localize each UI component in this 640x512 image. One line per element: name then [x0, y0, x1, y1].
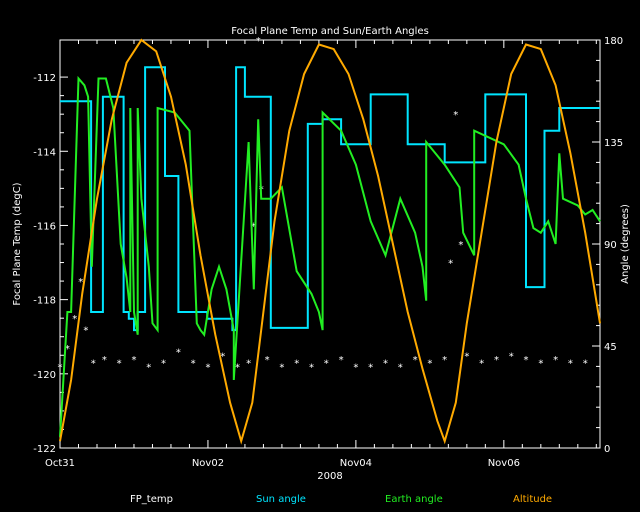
legend-altitude: Altitude — [513, 494, 553, 505]
y-left-tick-label: -114 — [33, 147, 56, 158]
fp-temp-point: * — [383, 359, 388, 370]
y-left-tick-label: -116 — [33, 221, 56, 232]
fp-temp-point: * — [494, 355, 499, 366]
fp-temp-point: * — [220, 351, 225, 362]
fp-temp-point: * — [479, 359, 484, 370]
sun-angle-line — [60, 66, 600, 332]
x-tick-label: Nov02 — [192, 458, 224, 469]
fp-temp-point: * — [309, 362, 314, 373]
fp-temp-point: * — [72, 314, 77, 325]
series-layer: * * * * * * * * * * * * * * * * * * * * * * * * * * * * * * * * * * * * * * * *… — [58, 36, 601, 445]
fp-temp-point: * — [442, 355, 447, 366]
fp-temp-point: * — [246, 359, 251, 370]
fp-temp-point: * — [413, 355, 418, 366]
y-right-tick-label: 180 — [604, 36, 623, 47]
earth-angle-line — [59, 75, 601, 437]
legend-sun-angle: Sun angle — [256, 494, 306, 505]
y-axis-left-label: Focal Plane Temp (degC) — [12, 182, 23, 305]
fp-temp-point: * — [368, 362, 373, 373]
fp-temp-point: * — [83, 325, 88, 336]
fp-temp-point: * — [583, 359, 588, 370]
fp-temp-point: * — [161, 359, 166, 370]
x-axis-label: 2008 — [317, 471, 342, 482]
fp-temp-point: * — [553, 355, 558, 366]
fp-temp-point: * — [538, 359, 543, 370]
fp-temp-point: * — [58, 362, 63, 373]
fp-temp-point: * — [448, 259, 453, 270]
y-right-tick-label: 0 — [604, 444, 610, 455]
y-left-tick-label: -120 — [33, 370, 56, 381]
fp-temp-point: * — [146, 362, 151, 373]
x-tick-label: Nov06 — [488, 458, 520, 469]
fp-temp-point: * — [256, 36, 261, 47]
fp-temp-point: * — [279, 362, 284, 373]
fp-temp-point: * — [78, 277, 83, 288]
legend-earth-angle: Earth angle — [385, 494, 443, 505]
x-tick-label: Oct31 — [45, 458, 75, 469]
fp-temp-point: * — [339, 355, 344, 366]
fp-temp-point: * — [176, 348, 181, 359]
fp-temp-point: * — [524, 355, 529, 366]
fp-temp-point: * — [294, 359, 299, 370]
fp-temp-point: * — [464, 351, 469, 362]
y-right-tick-label: 135 — [604, 138, 623, 149]
fp-temp-point: * — [235, 362, 240, 373]
fp-temp-point: * — [568, 359, 573, 370]
fp-temp-point: * — [509, 351, 514, 362]
y-right-tick-label: 90 — [604, 240, 617, 251]
fp-temp-point: * — [398, 362, 403, 373]
y-right-tick-label: 45 — [604, 342, 617, 353]
y-left-tick-label: -122 — [33, 444, 56, 455]
fp-temp-point: * — [458, 240, 463, 251]
y-left-tick-label: -118 — [33, 296, 56, 307]
legend-fp-temp: FP_temp — [130, 494, 173, 505]
fp-temp-point: * — [251, 221, 256, 232]
axis-ticks: -122 -120 -118 -116 -114 -112 0 45 90 135 180 Oct31… — [33, 36, 623, 469]
fp-temp-point: * — [65, 344, 70, 355]
fp-temp-point: * — [265, 355, 270, 366]
fp-temp-point: * — [427, 359, 432, 370]
fp-temp-point: * — [353, 362, 358, 373]
fp-temp-point: * — [102, 355, 107, 366]
y-axis-right-label: Angle (degrees) — [620, 204, 631, 284]
fp-temp-point: * — [117, 359, 122, 370]
fp-temp-point: * — [205, 362, 210, 373]
fp-temp-point: * — [131, 355, 136, 366]
fp-temp-point: * — [191, 359, 196, 370]
chart-title: Focal Plane Temp and Sun/Earth Angles — [231, 26, 429, 37]
x-tick-label: Nov04 — [340, 458, 372, 469]
fp-temp-point: * — [324, 359, 329, 370]
fp-temp-point: * — [91, 359, 96, 370]
altitude-line — [59, 38, 601, 445]
fp-temp-point: * — [453, 110, 458, 121]
y-left-tick-label: -112 — [33, 73, 56, 84]
